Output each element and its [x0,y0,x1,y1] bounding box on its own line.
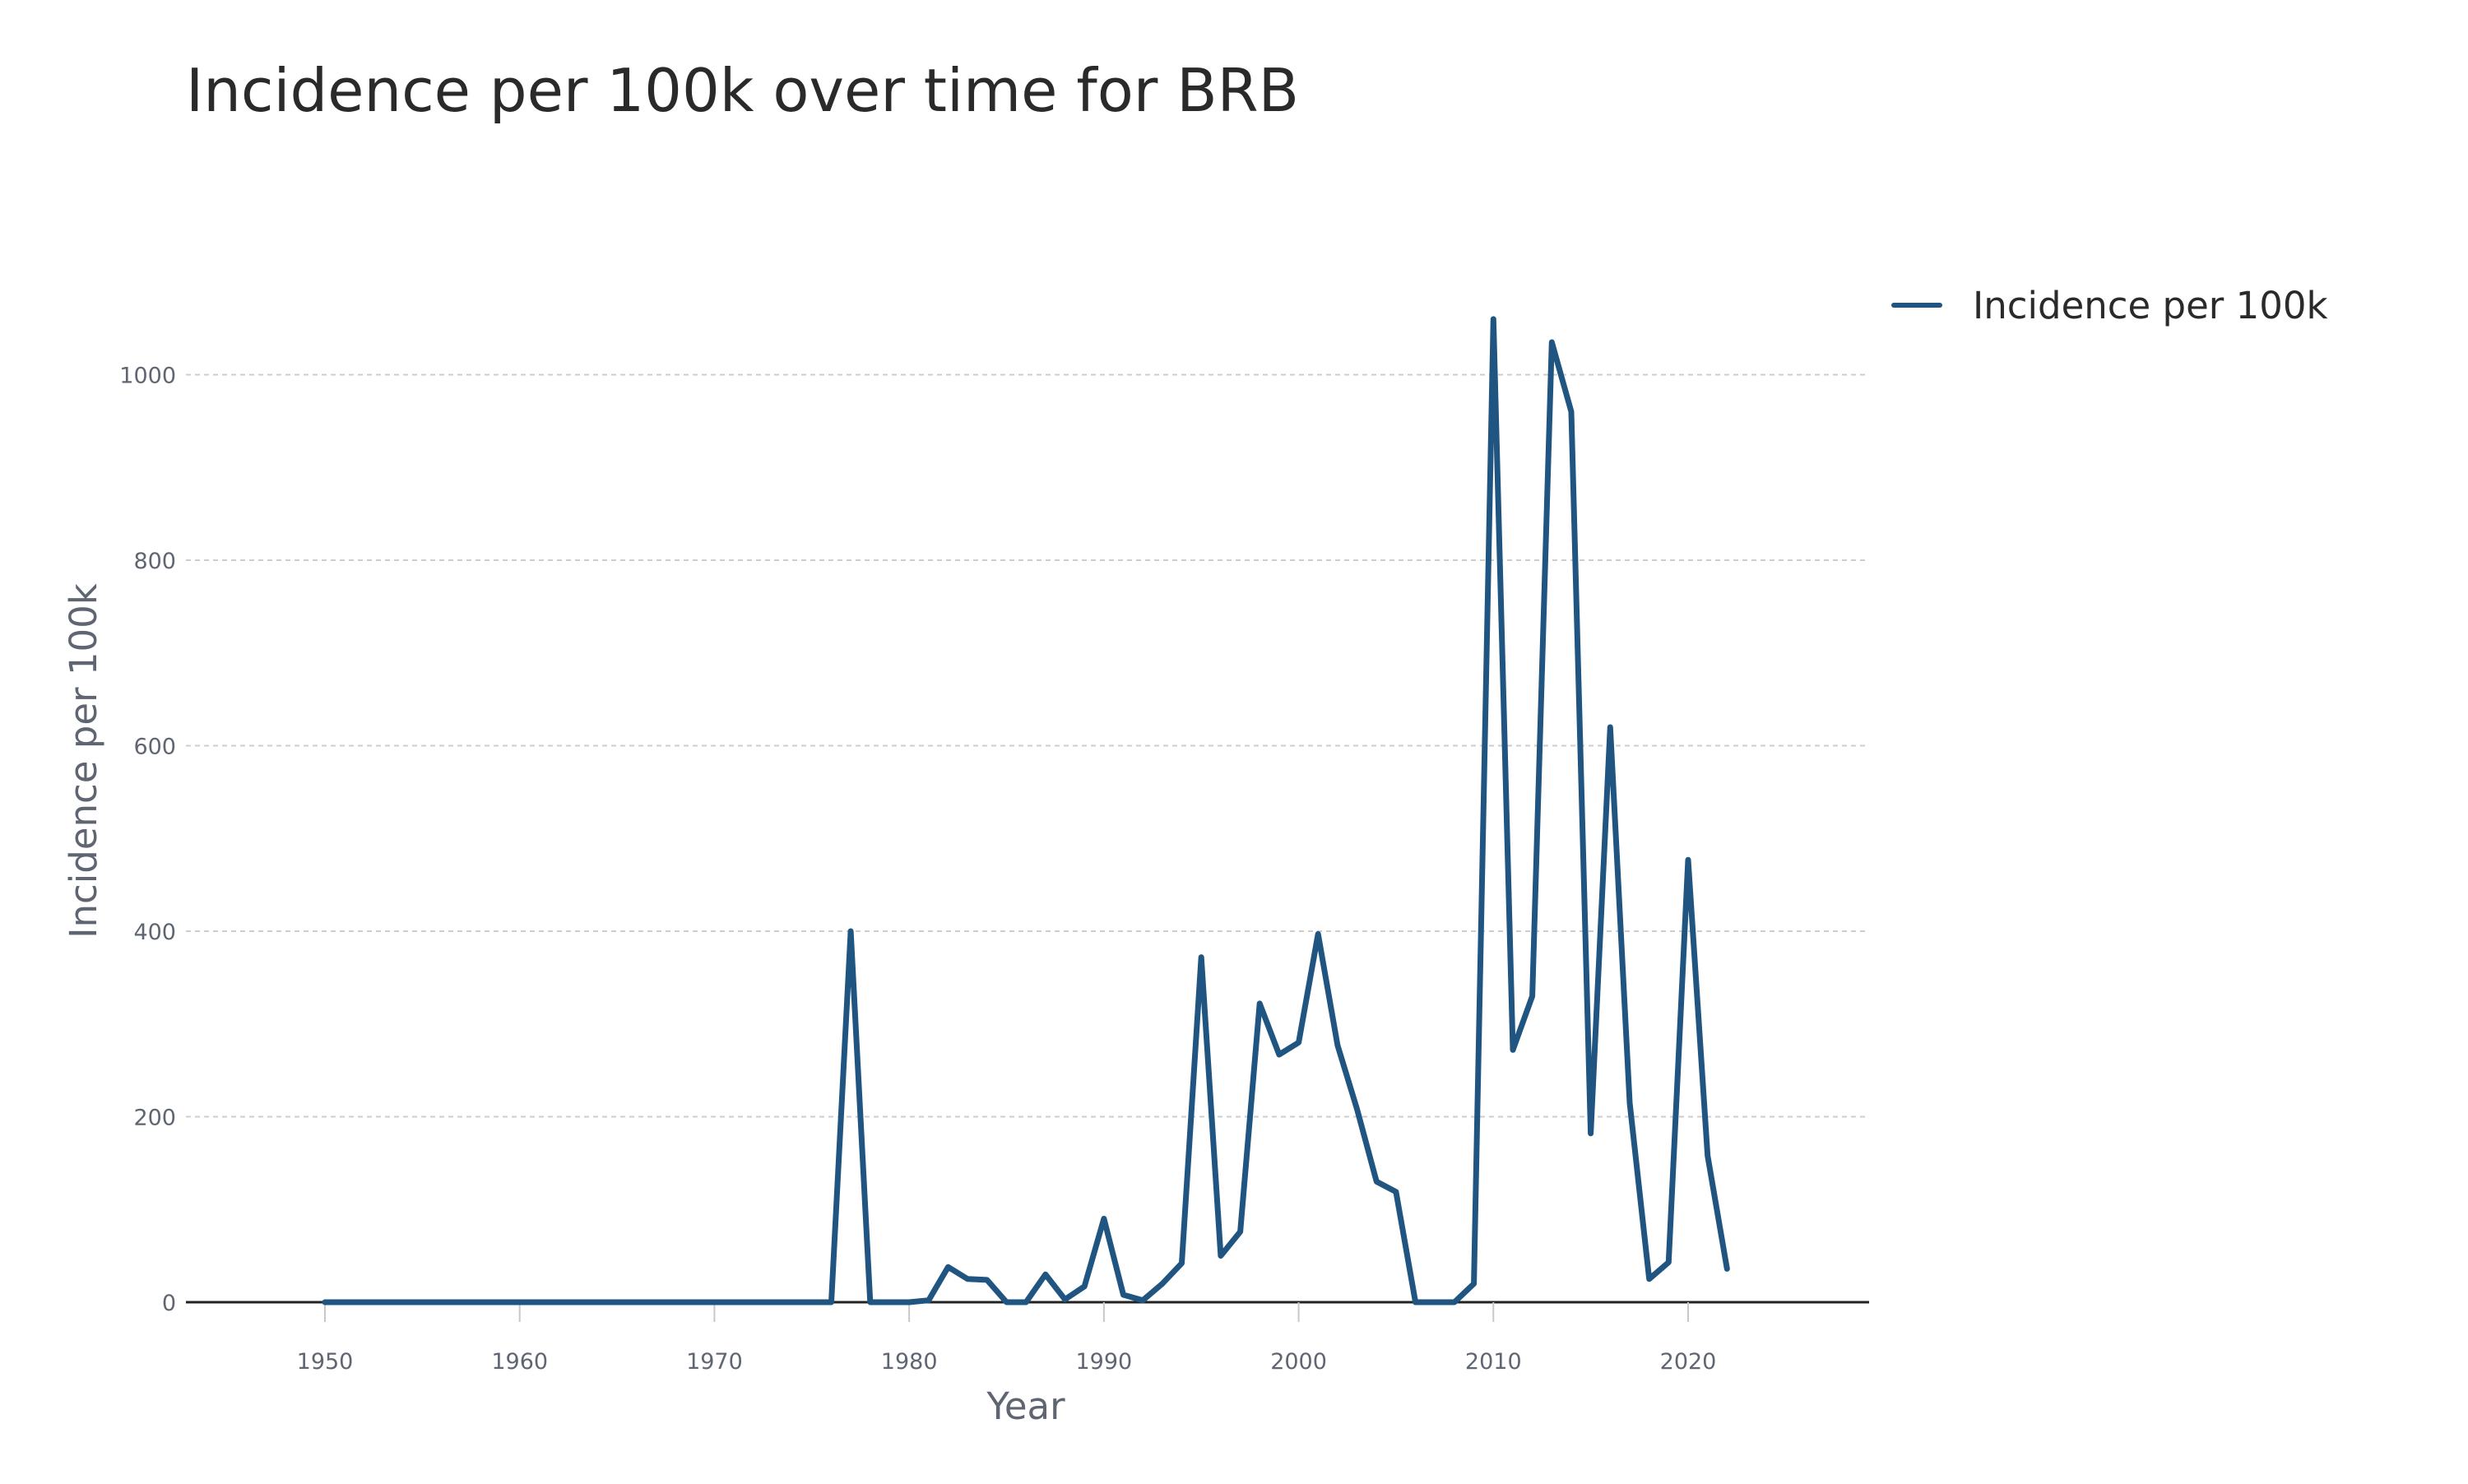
x-tick-label: 2000 [1270,1349,1327,1375]
y-tick-label: 600 [133,735,176,760]
x-tick-label: 2020 [1660,1349,1717,1375]
y-axis-title: Incidence per 100k [62,583,105,939]
x-tick-label: 2010 [1465,1349,1522,1375]
x-tick-label: 1990 [1075,1349,1132,1375]
y-tick-label: 200 [133,1106,176,1131]
legend-label: Incidence per 100k [1973,284,2328,327]
y-tick-label: 0 [162,1291,176,1316]
legend[interactable]: Incidence per 100k [1891,284,2328,327]
y-tick-label: 1000 [119,364,176,389]
y-tick-label: 800 [133,549,176,574]
x-tick-label: 1950 [297,1349,354,1375]
y-axis: 0 200 400 600 800 1000 [119,364,176,1317]
chart-title: Incidence per 100k over time for BRB [186,56,1299,125]
x-axis: 1950 1960 1970 1980 1990 2000 2010 2020 [297,1302,1717,1375]
y-tick-label: 400 [133,920,176,945]
series-layer [322,316,1730,1305]
x-axis-title: Year [986,1384,1065,1428]
x-tick-label: 1960 [491,1349,548,1375]
x-tick-label: 1970 [686,1349,743,1375]
series-line[interactable] [322,316,1730,1305]
x-tick-label: 1980 [881,1349,938,1375]
